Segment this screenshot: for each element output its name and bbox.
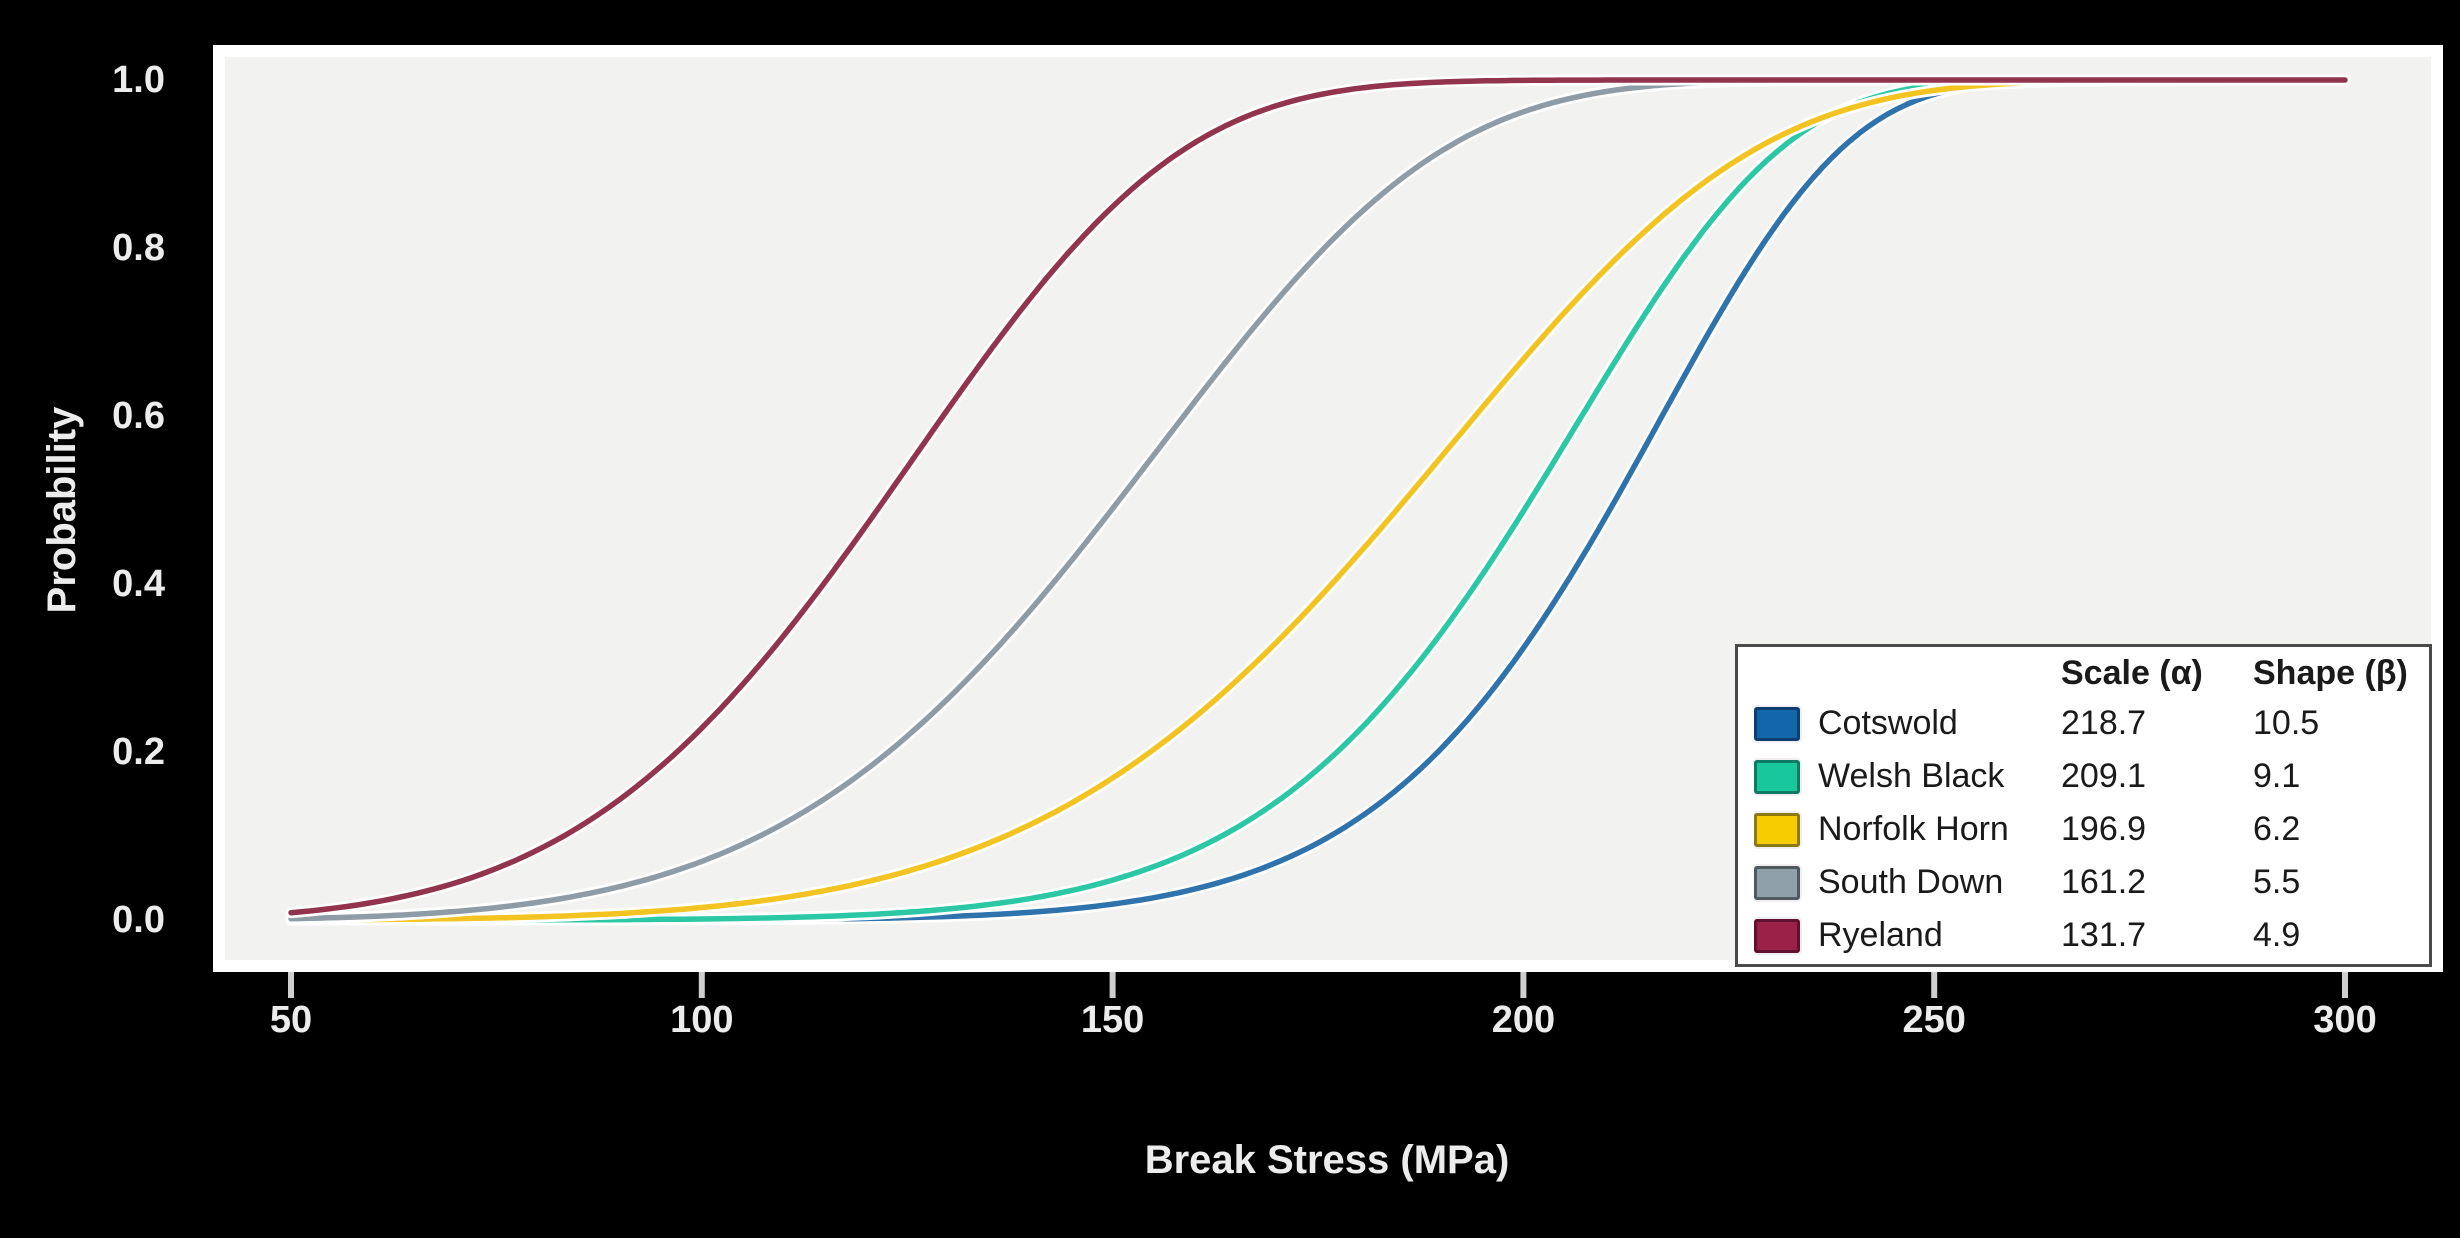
legend-row-swatch-cell xyxy=(1754,750,1818,803)
y-tick-label: 0.6 xyxy=(112,395,165,437)
y-tick-label: 0.2 xyxy=(112,731,165,773)
legend-color-swatch xyxy=(1754,812,1800,847)
legend-scale-value: 131.7 xyxy=(2061,916,2147,954)
x-axis-ticks xyxy=(288,972,2348,998)
y-tick-label: 0.8 xyxy=(112,227,165,269)
legend-series-name: Cotswold xyxy=(1818,704,1958,742)
legend-header-shape: Shape (β) xyxy=(2253,653,2408,692)
legend-scale-value: 196.9 xyxy=(2061,810,2147,848)
legend-shape-value: 5.5 xyxy=(2253,863,2301,901)
legend-series-name: South Down xyxy=(1818,863,2004,901)
y-tick-label: 1.0 xyxy=(112,59,165,101)
y-axis-title: Probability xyxy=(40,406,84,614)
legend-row-swatch-cell xyxy=(1754,697,1818,750)
x-tick-label: 300 xyxy=(2313,999,2377,1041)
x-tick-label: 100 xyxy=(670,999,734,1041)
legend-row-swatch-cell xyxy=(1754,803,1818,856)
legend-color-swatch xyxy=(1754,706,1800,741)
legend-series-name: Welsh Black xyxy=(1818,757,2005,795)
legend-scale-value: 209.1 xyxy=(2061,757,2147,795)
legend-row-swatch-cell xyxy=(1754,909,1818,962)
y-tick-label: 0.0 xyxy=(112,899,165,941)
x-tick-label: 250 xyxy=(1902,999,1966,1041)
legend-color-swatch xyxy=(1754,759,1800,794)
legend-shape-value: 6.2 xyxy=(2253,810,2301,848)
legend-shape-value: 9.1 xyxy=(2253,757,2301,795)
cdf-curves xyxy=(285,74,2351,926)
legend-header-scale: Scale (α) xyxy=(2061,653,2203,692)
legend-shape-value: 4.9 xyxy=(2253,916,2301,954)
legend-color-swatch xyxy=(1754,918,1800,953)
legend-shape-value: 10.5 xyxy=(2253,704,2320,742)
legend-row-swatch-cell xyxy=(1754,856,1818,909)
x-axis-title: Break Stress (MPa) xyxy=(1144,1138,1510,1182)
x-tick-label: 50 xyxy=(269,999,313,1041)
legend-series-name: Norfolk Horn xyxy=(1818,810,2009,848)
legend-scale-value: 218.7 xyxy=(2061,704,2147,742)
curve-ryeland xyxy=(288,77,2348,916)
legend-box: Scale (α) Shape (β) Cotswold 218.7 10.5 Wel… xyxy=(1735,644,2432,967)
legend-scale-value: 161.2 xyxy=(2061,863,2147,901)
x-tick-label: 150 xyxy=(1080,999,1145,1041)
x-tick-label: 200 xyxy=(1491,999,1556,1041)
legend-series-name: Ryeland xyxy=(1818,916,1943,954)
legend-header-spacer xyxy=(1818,649,2061,697)
legend-color-swatch xyxy=(1754,865,1800,900)
y-tick-label: 0.4 xyxy=(112,563,165,605)
legend-header-spacer xyxy=(1754,649,1818,697)
